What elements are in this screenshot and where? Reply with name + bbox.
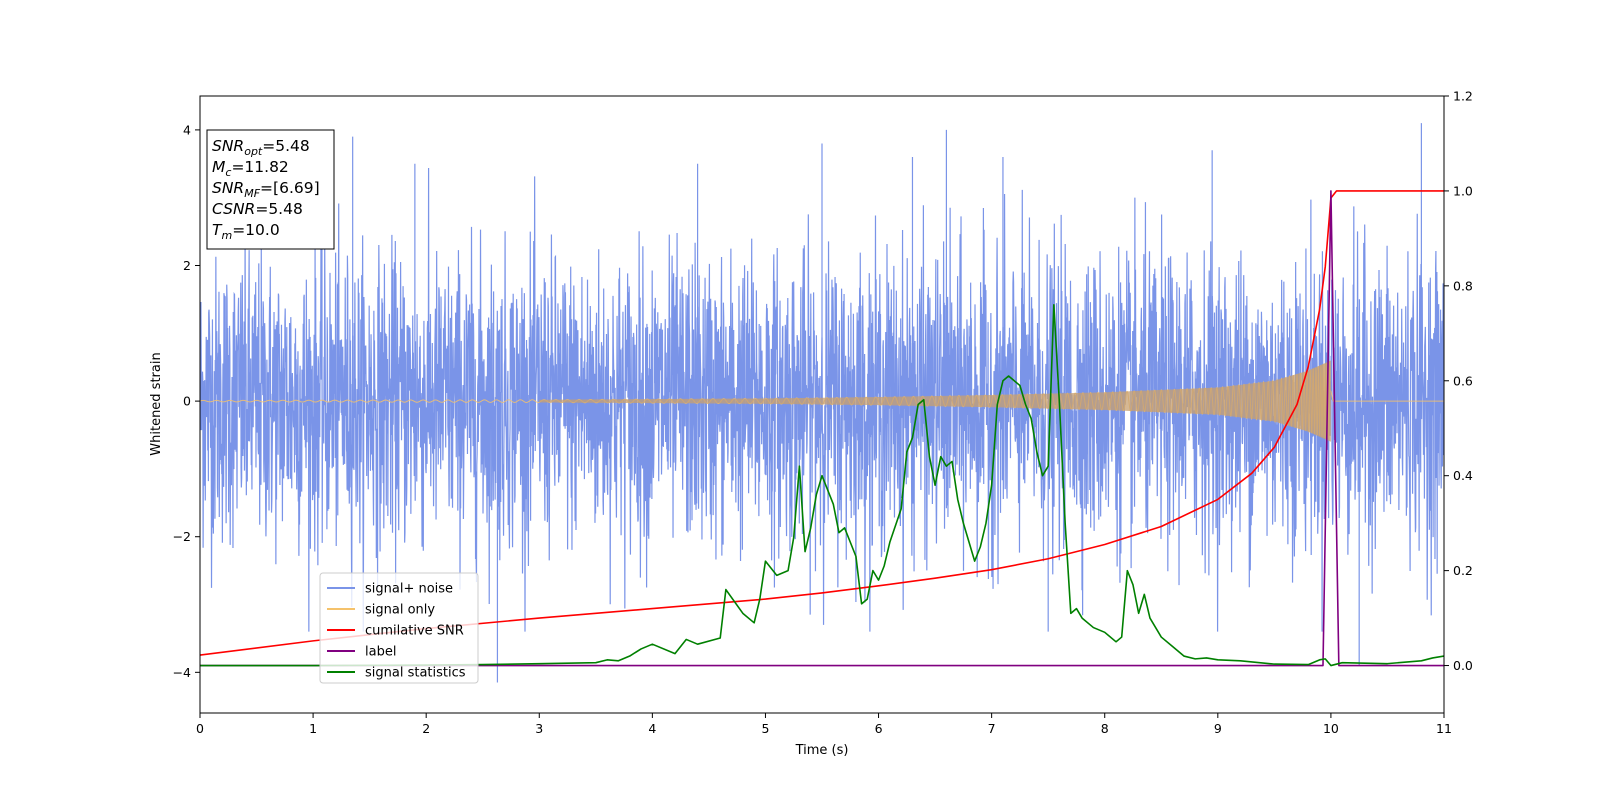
legend-label: signal only bbox=[365, 603, 435, 618]
legend-frame bbox=[319, 572, 479, 684]
annotation-line: Mc=11.82 bbox=[212, 158, 289, 179]
legend-label: signal statistics bbox=[365, 666, 466, 681]
signal-envelope bbox=[539, 360, 1331, 442]
annotation-line: SNRMF=[6.69] bbox=[212, 179, 320, 200]
y-left-tick-label: −2 bbox=[173, 529, 191, 544]
y-left-tick-label: 2 bbox=[183, 258, 191, 273]
series-label bbox=[200, 190, 1444, 667]
annotation-frame bbox=[206, 129, 335, 250]
annotation-box: SNRopt=5.48Mc=11.82SNRMF=[6.69]CSNR=5.48… bbox=[206, 129, 335, 250]
y-right-tick-label: 0.2 bbox=[1453, 563, 1473, 578]
x-tick-label: 5 bbox=[761, 721, 769, 736]
y-axis-label-left: Whitened strain bbox=[149, 352, 164, 455]
legend-label: label bbox=[365, 645, 396, 660]
y-right-tick-label: 0.8 bbox=[1453, 278, 1473, 293]
series-signal-statistics bbox=[200, 304, 1444, 667]
x-tick-label: 8 bbox=[1101, 721, 1109, 736]
x-tick-label: 1 bbox=[309, 721, 317, 736]
x-tick-label: 4 bbox=[648, 721, 656, 736]
y-axis-right: 0.0 0.2 0.4 0.6 0.8 1.0 1.2 bbox=[1444, 89, 1473, 673]
x-tick-label: 11 bbox=[1436, 721, 1452, 736]
legend: signal+ noise signal only cumilative SNR la… bbox=[319, 572, 479, 684]
y-left-tick-label: −4 bbox=[173, 665, 191, 680]
y-right-tick-label: 0.4 bbox=[1453, 468, 1473, 483]
plot-area bbox=[200, 123, 1444, 683]
y-left-tick-label: 0 bbox=[183, 394, 191, 409]
x-tick-label: 9 bbox=[1214, 721, 1222, 736]
annotation-line: SNRopt=5.48 bbox=[212, 137, 310, 158]
x-tick-label: 6 bbox=[875, 721, 883, 736]
x-tick-label: 0 bbox=[196, 721, 204, 736]
annotation-line: CSNR=5.48 bbox=[212, 200, 303, 218]
series-cumulative-snr bbox=[200, 190, 1444, 656]
y-right-tick-label: 0.0 bbox=[1453, 658, 1473, 673]
y-right-tick-label: 1.2 bbox=[1453, 89, 1473, 104]
y-right-tick-label: 0.6 bbox=[1453, 373, 1473, 388]
y-axis-left: −4 −2 0 2 4 bbox=[173, 122, 200, 680]
x-tick-label: 10 bbox=[1323, 721, 1339, 736]
y-right-tick-label: 1.0 bbox=[1453, 183, 1473, 198]
x-axis-label: Time (s) bbox=[795, 743, 849, 758]
legend-label: cumilative SNR bbox=[365, 624, 464, 639]
x-axis: 0 1 2 3 4 5 6 7 8 9 10 11 bbox=[196, 713, 1452, 736]
legend-label: signal+ noise bbox=[365, 582, 453, 597]
x-tick-label: 3 bbox=[535, 721, 543, 736]
x-tick-label: 7 bbox=[988, 721, 996, 736]
x-tick-label: 2 bbox=[422, 721, 430, 736]
annotation-line: Tm=10.0 bbox=[212, 221, 280, 242]
plot-frame bbox=[199, 95, 1445, 714]
y-left-tick-label: 4 bbox=[183, 122, 191, 137]
